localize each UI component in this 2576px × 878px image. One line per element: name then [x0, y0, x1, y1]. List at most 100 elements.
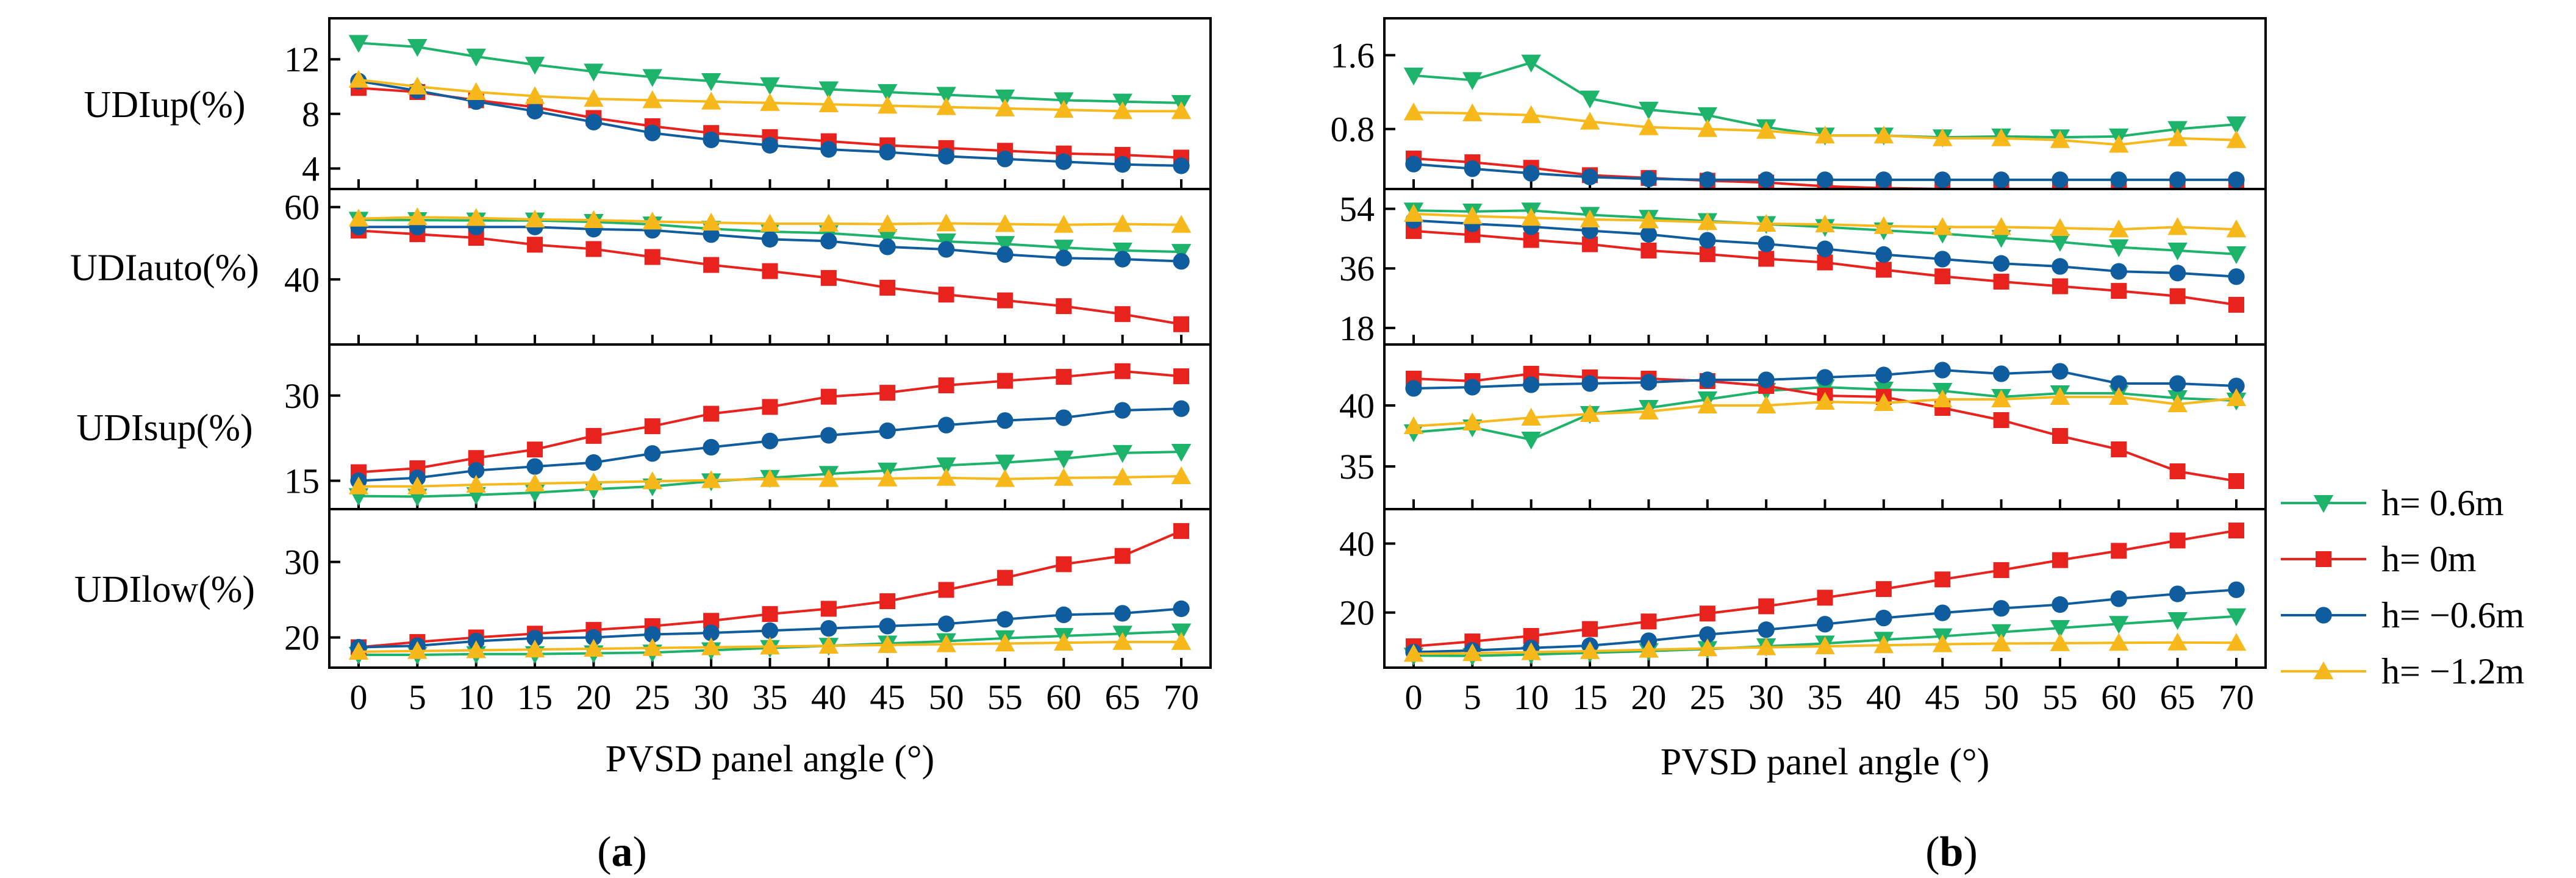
chart-b-panel-3-series-h-0-6m-point-1 [1405, 380, 1422, 397]
chart-a-panel-4-series-h-0-6m-point-8 [761, 622, 779, 639]
chart-a-panel-2-series-h-0-6m-point-15 [1173, 252, 1190, 270]
chart-b-panel-4-series-h-1-2m-point-9 [1873, 635, 1894, 654]
chart-b-panel-2-series-h-1-2m-point-13 [2109, 219, 2129, 238]
chart-a-panel-4-series-h-0m-point-10 [879, 593, 896, 610]
chart-a-panel-2-series-h-1-2m-point-12 [995, 214, 1015, 232]
chart-b-panel-1-series-h-0-6m-point-15 [2226, 116, 2247, 135]
chart-a-panel-3-ytick-label-2: 30 [284, 376, 320, 416]
chart-a-panel-2-series-h-0-6m-point-10 [877, 229, 898, 248]
chart-b-panel-1-series-h-1-2m-point-2 [1462, 103, 1483, 121]
chart-b-panel-4-series-h-1-2m-point-14 [2167, 632, 2188, 651]
chart-b-panel-2-series-h-0m-point-5 [1640, 242, 1657, 259]
chart-a-panel-2-series-h-1-2m-point-11 [936, 213, 956, 232]
chart-b-panel-3-series-h-0-6m-point-9 [1875, 366, 1892, 384]
chart-b-panel-4-series-h-0m-point-6 [1699, 605, 1716, 622]
chart-a-panel-2-series-h-0m-point-8 [762, 263, 778, 279]
chart-b-panel-2-series-h-0m-point-7 [1758, 251, 1775, 267]
chart-a-panel-1-series-h-1-2m-point-4 [524, 86, 545, 104]
chart-b-panel-3-series-h-1-2m-point-14 [2167, 394, 2188, 412]
chart-b-panel-1-series-h-1-2m-point-10 [1932, 128, 1953, 146]
chart-a-panel-1-series-group [348, 35, 1192, 174]
chart-a-panel-3: 15 30 UDIsup(%) [76, 343, 1212, 510]
chart-a-panel-2-series-h-0m-point-13 [1056, 298, 1072, 315]
chart-b-panel-2-series-group [1403, 202, 2247, 313]
chart-a-panel-2-series-h-0-6m-point-11 [937, 241, 955, 258]
chart-b-panel-1-series-h-1-2m-point-14 [2167, 128, 2188, 146]
chart-a-panel-2-series-h-0m-point-12 [996, 292, 1013, 309]
chart-b-panel-2-ytick-label-2: 36 [1339, 249, 1375, 288]
chart-a-panel-2-series-h-0m-point-14 [1114, 306, 1131, 323]
chart-a-xtick-label-3: 10 [459, 677, 494, 717]
chart-b-panel-3-series-h-0-6m-point-13 [2110, 375, 2127, 392]
chart-a-panel-2-ytick-label-2: 60 [284, 188, 320, 227]
chart-a-panel-4-series-h-1-2m-point-3 [466, 640, 486, 659]
chart-b-panel-4-ytick-label-2: 40 [1339, 524, 1375, 564]
chart-a-xtick-label-13: 60 [1046, 677, 1081, 717]
figure-label-b: (b) [1925, 829, 1978, 876]
legend: h= 0.6m h= 0m h= −0.6m h= −1.2m [2281, 483, 2524, 691]
chart-a-panel-2-series-h-0-6m-point-13 [1054, 240, 1074, 258]
chart-a-panel-3-series-h-0m-point-4 [527, 441, 543, 458]
chart-b-panel-2-series-h-0-6m-point-15 [2226, 246, 2247, 265]
chart-a-panel-1-series-h-1-2m-point-5 [584, 88, 604, 107]
chart-a-panel-3-series-h-0-6m-point-7 [703, 438, 720, 456]
chart-b-panel-2-series-h-0m-point-13 [2111, 283, 2127, 299]
chart-a-panel-3-series-h-0m-point-7 [703, 405, 720, 422]
figure-label-b-letter: b [1940, 829, 1964, 876]
chart-a-panel-1-series-h-0-6m-point-4 [524, 57, 545, 75]
chart-b-panel-4-series-h-1-2m-point-6 [1697, 638, 1718, 657]
chart-b-panel-2-series-h-0-6m-point-12 [2052, 258, 2069, 275]
chart-b-panel-2-series-h-1-2m-point-4 [1580, 209, 1600, 227]
chart-b-panel-2-series-h-1-2m-point-11 [1991, 217, 2011, 235]
chart-b-panel-1-series-h-0-6m-point-10 [1934, 171, 1951, 188]
chart-a-panel-4-series-h-0m-point-15 [1173, 523, 1189, 539]
chart-a-panel-4-series-h-1-2m-point-14 [1112, 632, 1132, 650]
chart-b-panel-4-series-h-1-2m-point-11 [1991, 634, 2011, 652]
chart-a-panel-4-series-h-0m-point-11 [938, 582, 954, 598]
chart-b-panel-3-series-h-1-2m-point-12 [2050, 387, 2070, 405]
chart-a-panel-2-series-h-1-2m-point-2 [407, 207, 428, 226]
chart-a-panel-2-series-h-1-2m-point-6 [642, 212, 663, 230]
chart-a-panel-3-series-h-1-2m-point-11 [936, 468, 956, 486]
chart-a-panel-4-series-h-0m-point-9 [820, 601, 837, 617]
chart-a-panel-4-series-h-1-2m-point-4 [524, 640, 545, 658]
chart-a-panel-4-series-h-0-6m-point-13 [1055, 606, 1072, 623]
chart-a-panel-1-series-h-0-6m-point-2 [407, 39, 428, 57]
chart-a-xtick-label-15: 70 [1164, 677, 1199, 717]
chart-a-xtick-label-9: 40 [811, 677, 846, 717]
chart-b-panel-2-series-h-1-2m-point-12 [2050, 218, 2070, 237]
chart-a-panel-2-series-h-0m-point-7 [703, 257, 720, 273]
chart-a-panel-4-series-h-0-6m-point-12 [996, 611, 1014, 628]
chart-b-xtick-label-1: 0 [1405, 677, 1423, 717]
chart-b-panel-3-ytick-label-1: 35 [1339, 447, 1375, 487]
chart-a-panel-1-series-h-1-2m-point-8 [760, 93, 780, 111]
chart-a-panel-4-series-h-0-6m-point-14 [1114, 605, 1131, 622]
legend-item-h-0m-marker [2316, 551, 2331, 567]
chart-a-panel-1-series-h-0-6m-point-13 [1055, 153, 1072, 170]
chart-b-panel-1-series-h-1-2m-point-15 [2226, 130, 2247, 148]
chart-b-panel-1-series-h-1-2m-point-7 [1756, 121, 1776, 139]
chart-b-panel-4-series-h-0-6m-point-14 [2169, 585, 2186, 602]
chart-a-panel-3-series-h-1-2m-point-12 [995, 469, 1015, 487]
chart-a-panel-1-series-h-0-6m-point-1 [348, 35, 369, 53]
chart-a-panel-3-series-h-1-2m-point-4 [524, 473, 545, 492]
chart-b-panel-4-series-h-1-2m-point-15 [2226, 633, 2247, 651]
chart-a-panel-2-series-h-1-2m-point-13 [1054, 215, 1074, 233]
chart-b-panel-1-series-h-1-2m-point-3 [1521, 105, 1541, 123]
chart-b-panel-3-series-h-0m-point-15 [2228, 473, 2244, 489]
chart-b-panel-3-series-h-0-6m-point-5 [1640, 374, 1658, 391]
chart-a-panel-3-series-h-1-2m-point-2 [407, 476, 428, 494]
chart-a-panel-2-series-h-0m-point-4 [527, 237, 543, 253]
chart-a-panel-1-series-h-1-2m-point-14 [1112, 101, 1132, 120]
chart-b-panel-3-series-h-0-6m-point-14 [2169, 375, 2186, 392]
chart-b-panel-1-series-h-0-6m-point-7 [1758, 171, 1775, 188]
chart-a-panel-2-series-h-1-2m-point-7 [701, 212, 721, 231]
chart-a-panel-3-series-h-0m-point-8 [762, 399, 778, 415]
chart-a-panel-1-series-h-0-6m-point-8 [761, 137, 779, 154]
chart-a-panel-3-series-h-0-6m-point-6 [644, 445, 661, 462]
chart-b-panel-2-series-h-1-2m-point-8 [1815, 214, 1835, 233]
chart-b-panel-2-series-h-1-2m-point-14 [2167, 217, 2188, 235]
chart-b-panel-1-series-h-1-2m-point-11 [1991, 128, 2011, 146]
chart-b-panel-3-series-h-1-2m-point-15 [2226, 388, 2247, 406]
